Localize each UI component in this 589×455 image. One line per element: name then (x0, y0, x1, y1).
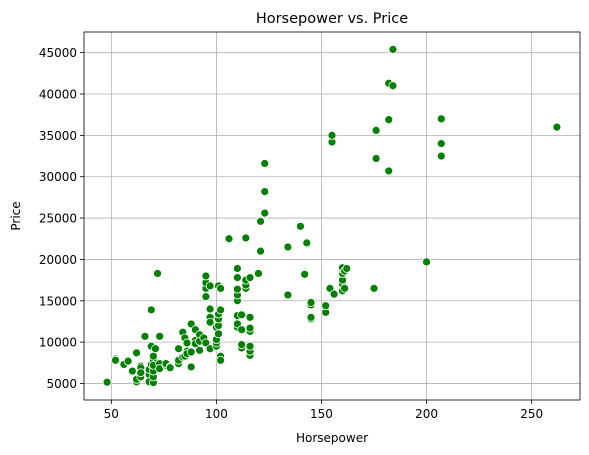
data-point (148, 351, 158, 361)
data-point (201, 292, 211, 302)
data-point (165, 363, 175, 373)
points-layer (102, 44, 562, 388)
y-tick-label: 5000 (46, 377, 77, 391)
x-tick-label: 200 (415, 407, 438, 421)
data-point (306, 298, 316, 307)
data-point (151, 344, 160, 354)
data-point (155, 331, 165, 341)
data-point (254, 269, 263, 278)
chart-title: Horsepower vs. Price (256, 11, 408, 27)
data-point (245, 312, 255, 322)
data-point (205, 281, 215, 291)
data-point (205, 317, 215, 327)
data-point (371, 126, 381, 135)
data-point (216, 283, 226, 293)
data-point (384, 166, 394, 176)
data-point (237, 340, 247, 349)
data-point (388, 81, 398, 91)
data-point (260, 187, 270, 197)
grid-layer (84, 32, 580, 400)
data-point (245, 273, 255, 283)
data-point (552, 122, 562, 132)
data-point (327, 130, 337, 140)
data-point (186, 347, 196, 357)
data-point (233, 273, 242, 283)
data-point (127, 366, 137, 376)
x-tick-label: 150 (310, 407, 333, 421)
data-point (256, 216, 265, 226)
x-axis-label: Horsepower (296, 431, 368, 445)
y-tick-label: 20000 (39, 253, 77, 267)
data-point (140, 331, 150, 341)
data-point (369, 283, 379, 293)
plot-frame (83, 31, 581, 401)
x-tick-label: 250 (520, 407, 543, 421)
data-point (123, 356, 133, 366)
y-tick-label: 30000 (39, 170, 77, 184)
y-tick-label: 40000 (39, 88, 77, 102)
y-tick-label: 10000 (39, 336, 77, 350)
data-point (216, 305, 226, 315)
data-point (237, 325, 247, 335)
data-point (216, 355, 226, 365)
x-tick-label: 100 (205, 407, 228, 421)
data-point (224, 234, 234, 244)
data-point (306, 312, 316, 322)
data-point (241, 233, 251, 243)
data-point (182, 338, 192, 348)
y-tick-label: 25000 (39, 212, 77, 226)
y-tick-label: 35000 (39, 129, 77, 143)
data-point (201, 271, 211, 281)
data-point (174, 344, 183, 354)
data-point (436, 151, 446, 161)
data-point (283, 290, 293, 300)
ticks-layer: 50 100 150 200 250 5000 10000 15000 20000 25000 30… (39, 46, 543, 421)
data-point (245, 341, 255, 351)
data-point (283, 242, 293, 252)
data-point (132, 348, 141, 358)
x-tick-label: 50 (104, 407, 119, 421)
y-tick-label: 45000 (39, 46, 77, 60)
data-point (436, 114, 446, 124)
data-point (256, 246, 265, 256)
data-point (186, 362, 196, 372)
data-point (436, 139, 446, 149)
data-point (340, 283, 350, 293)
data-point (205, 304, 215, 314)
data-point (296, 221, 305, 231)
data-point (329, 289, 339, 299)
y-axis-label: Price (9, 201, 23, 230)
data-point (146, 305, 156, 315)
y-tick-label: 15000 (39, 294, 77, 308)
data-point (245, 323, 255, 333)
data-point (388, 44, 398, 54)
data-point (302, 238, 312, 248)
data-point (371, 154, 381, 163)
data-point (260, 159, 270, 168)
data-point (300, 269, 310, 279)
data-point (214, 329, 223, 339)
data-point (384, 115, 394, 125)
data-point (111, 355, 120, 365)
data-point (233, 284, 242, 294)
data-point (233, 264, 242, 273)
data-point (136, 368, 146, 378)
data-point (195, 345, 204, 355)
data-point (321, 301, 331, 311)
data-point (342, 264, 352, 273)
data-point (102, 377, 112, 387)
data-point (153, 269, 162, 278)
data-point (260, 208, 270, 218)
data-point (422, 257, 431, 267)
data-point (237, 310, 247, 320)
